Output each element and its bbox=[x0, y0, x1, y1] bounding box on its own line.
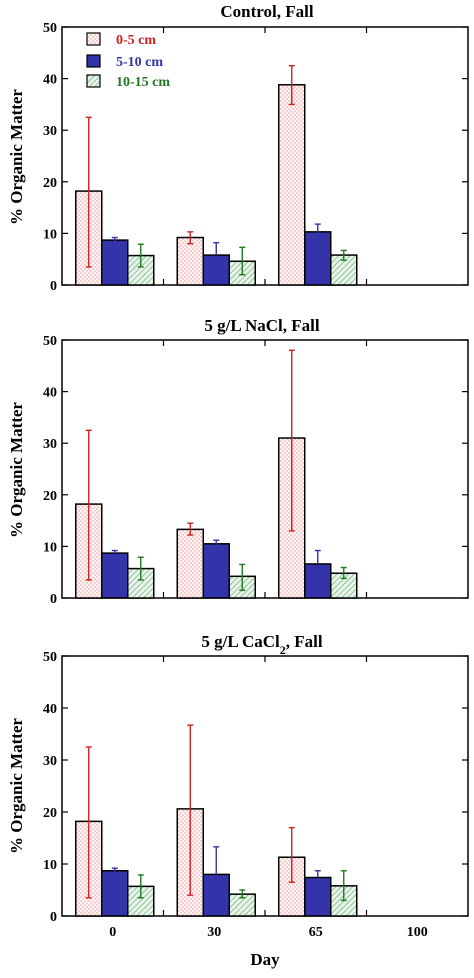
y-tick-label: 30 bbox=[43, 437, 57, 452]
bar bbox=[202, 254, 230, 286]
y-tick-label: 40 bbox=[43, 386, 57, 401]
legend-label-5-10: 5-10 cm bbox=[116, 55, 163, 70]
panel-title: 5 g/L CaCl2, Fall bbox=[201, 632, 323, 657]
legend-label-0-5: 0-5 cm bbox=[116, 33, 156, 48]
y-tick-label: 10 bbox=[43, 227, 57, 242]
panel-nacl: 5 g/L NaCl, Fall % Organic Matter bbox=[7, 316, 320, 538]
legend: 0-5 cm 5-10 cm 10-15 cm bbox=[86, 32, 170, 90]
y-tick-label: 40 bbox=[43, 73, 57, 88]
x-tick-label: 0 bbox=[109, 925, 116, 940]
y-tick-label: 30 bbox=[43, 754, 57, 769]
y-tick-label: 50 bbox=[43, 334, 57, 349]
x-tick-label: 65 bbox=[309, 925, 323, 940]
y-tick-label: 50 bbox=[43, 650, 57, 665]
y-tick-label: 30 bbox=[43, 124, 57, 139]
y-tick-label: 0 bbox=[50, 592, 57, 607]
y-tick-label: 10 bbox=[43, 858, 57, 873]
y-tick-label: 0 bbox=[50, 279, 57, 294]
bar bbox=[101, 870, 129, 917]
y-axis-label: % Organic Matter bbox=[7, 89, 26, 225]
x-axis-label: Day bbox=[250, 950, 280, 969]
bar bbox=[202, 543, 230, 599]
panel-title: 5 g/L NaCl, Fall bbox=[204, 316, 320, 335]
panel-title: Control, Fall bbox=[220, 2, 313, 21]
y-tick-label: 40 bbox=[43, 702, 57, 717]
panel-cacl2: 5 g/L CaCl2, Fall % Organic Matter Day bbox=[7, 632, 323, 969]
y-tick-label: 0 bbox=[50, 910, 57, 925]
x-tick-label: 30 bbox=[207, 925, 221, 940]
x-tick-label: 100 bbox=[407, 925, 428, 940]
bar bbox=[278, 84, 306, 286]
legend-swatch-10-15 bbox=[86, 74, 101, 88]
bar bbox=[101, 239, 129, 286]
bar bbox=[176, 528, 204, 599]
legend-swatch-0-5 bbox=[86, 32, 101, 46]
y-axis-label: % Organic Matter bbox=[7, 402, 26, 538]
y-tick-label: 20 bbox=[43, 806, 57, 821]
y-tick-label: 50 bbox=[43, 21, 57, 36]
plot-area: 0 10 20 30 40 50 bbox=[43, 334, 469, 607]
plot-area: 0 10 20 30 40 50 bbox=[43, 21, 469, 294]
y-tick-label: 20 bbox=[43, 176, 57, 191]
bar bbox=[304, 563, 332, 599]
legend-swatch-5-10 bbox=[86, 54, 101, 68]
bar bbox=[304, 876, 332, 917]
y-tick-label: 20 bbox=[43, 489, 57, 504]
y-axis-label: % Organic Matter bbox=[7, 718, 26, 854]
panel-control: Control, Fall % Organic Matter 0-5 cm 5-… bbox=[7, 2, 314, 225]
y-tick-label: 10 bbox=[43, 540, 57, 555]
legend-label-10-15: 10-15 cm bbox=[116, 75, 170, 90]
bar bbox=[304, 231, 332, 286]
bar bbox=[101, 552, 129, 599]
plot-area: 0 10 20 30 40 50 0 30 65 100 bbox=[43, 650, 469, 940]
bar bbox=[176, 236, 204, 286]
bar bbox=[202, 873, 230, 917]
